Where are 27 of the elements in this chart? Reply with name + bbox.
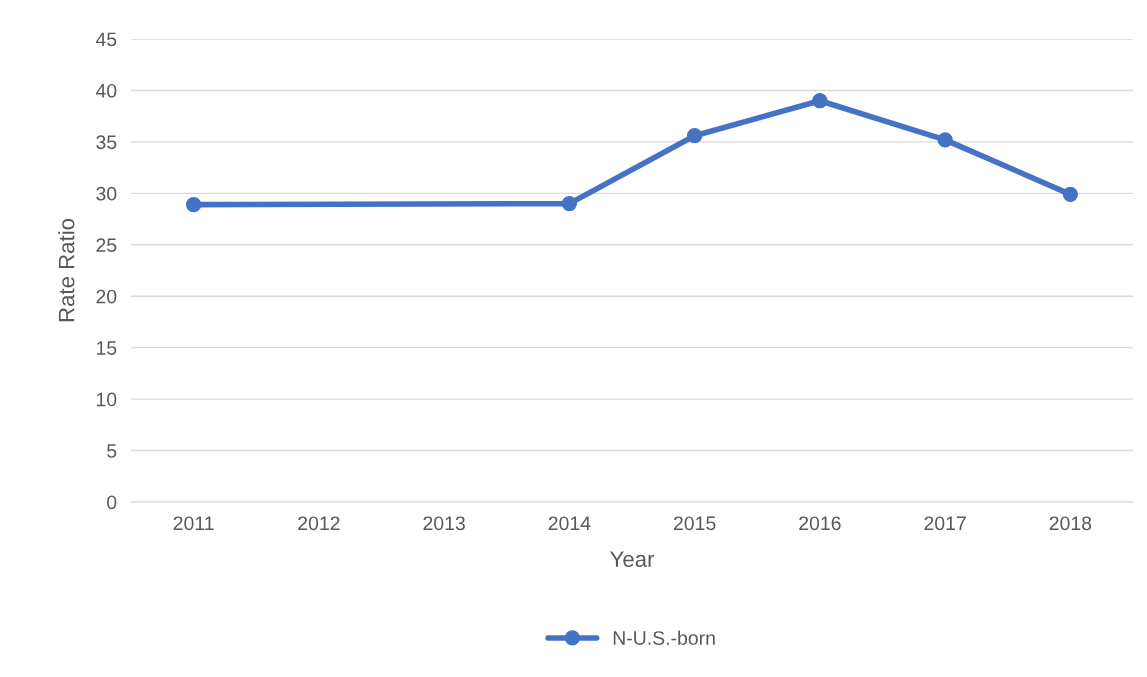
x-tick-label: 2012 <box>298 516 340 531</box>
y-tick-label: 40 <box>95 83 117 98</box>
y-axis-title: Rate Ratio <box>58 218 75 322</box>
point <box>561 195 578 212</box>
point <box>185 197 202 213</box>
x-tick-label: 2013 <box>423 516 465 531</box>
y-tick-label: 20 <box>96 289 117 304</box>
y-tick-label: 30 <box>96 186 117 201</box>
point <box>812 93 828 109</box>
x-tick-label: 2016 <box>799 516 841 531</box>
y-tick-label: 45 <box>95 32 117 47</box>
y-tick-label: 10 <box>96 392 117 407</box>
x-tick-label: 2017 <box>924 516 966 531</box>
x-tick-label: 2018 <box>1049 516 1092 531</box>
y-tick-label: 5 <box>107 444 117 458</box>
y-tick-label: 25 <box>96 238 117 253</box>
point <box>686 128 703 144</box>
y-tick-label: 15 <box>96 341 117 355</box>
x-tick-label: 2014 <box>548 516 591 531</box>
y-tick-label: 35 <box>96 135 117 150</box>
point <box>1062 186 1079 203</box>
legend-label: N-U.S.-born <box>613 630 715 645</box>
y-tick-label: 0 <box>107 495 117 510</box>
x-tick-label: 2015 <box>673 516 716 531</box>
x-tick-label: 2011 <box>173 516 214 531</box>
point <box>937 132 953 148</box>
x-axis-title: Year <box>610 551 655 567</box>
